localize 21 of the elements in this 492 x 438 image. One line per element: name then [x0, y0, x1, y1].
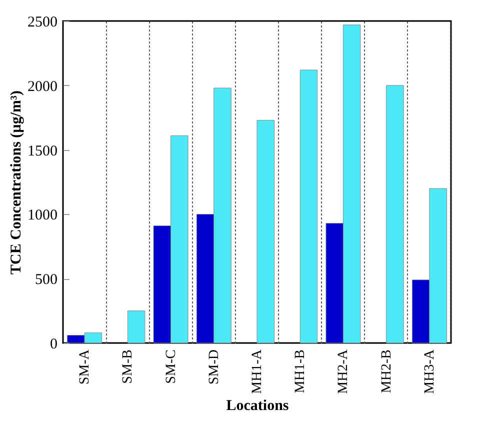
x-tick-label: SM-C [164, 350, 179, 384]
y-tick-label: 1000 [28, 208, 58, 224]
bar [300, 70, 318, 344]
y-tick-label: 0 [50, 336, 58, 352]
x-tick-label: MH1-A [250, 348, 265, 394]
x-axis-title: Locations [226, 398, 289, 414]
bar [256, 120, 274, 344]
x-tick-label: SM-B [120, 350, 136, 384]
bar [127, 310, 146, 344]
x-tick-label: MH3-A [422, 348, 438, 394]
x-tick-label: MH1-B [293, 350, 308, 394]
y-tick-label: 1500 [28, 143, 58, 160]
y-axis-title: TCE Concentrations (µg/m³) [8, 90, 24, 274]
y-tick-label: 2500 [28, 14, 58, 30]
x-tick-label: SM-D [206, 350, 222, 385]
y-tick-label: 2000 [28, 78, 58, 95]
x-tick-label: MH2-A [336, 348, 352, 394]
x-tick-label: SM-A [78, 348, 93, 385]
x-tick-label: MH2-B [379, 350, 394, 394]
bar [386, 85, 404, 344]
y-tick-label: 500 [35, 272, 58, 288]
